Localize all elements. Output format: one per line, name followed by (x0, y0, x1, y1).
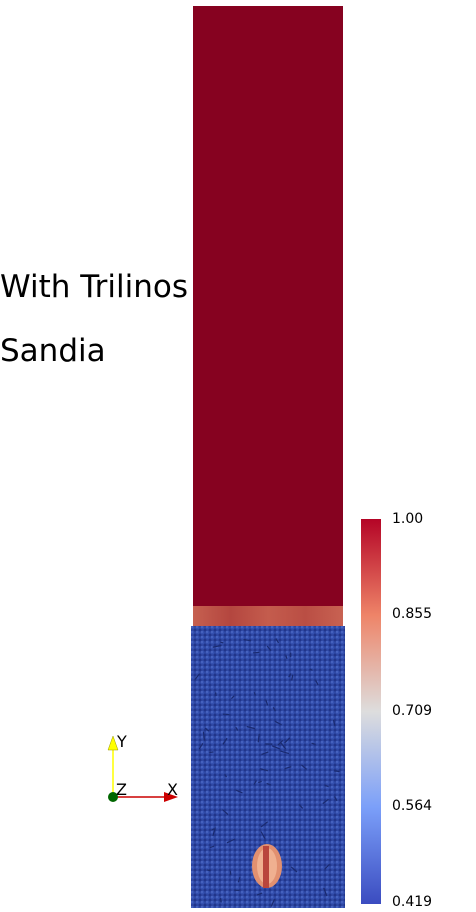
packing-defect (260, 831, 266, 840)
packing-defect (275, 638, 280, 644)
axis-x-label: X (167, 780, 178, 799)
packing-defect (246, 725, 256, 730)
packing-defect (290, 866, 298, 873)
axis-x-arrow (164, 792, 178, 802)
upper-block (193, 6, 343, 606)
axis-z-label: Z (116, 780, 127, 799)
packing-defect (334, 770, 340, 773)
packing-defect (261, 751, 269, 756)
packing-defect (291, 674, 294, 681)
colorbar-label-min: 0.419 (392, 894, 433, 910)
packing-defect (209, 751, 214, 754)
colorbar (361, 519, 381, 904)
packing-defect (253, 692, 256, 696)
packing-defect (224, 774, 228, 778)
packing-defect (230, 695, 235, 700)
orientation-axes: Y Z X (107, 732, 178, 802)
packing-defect (212, 644, 222, 648)
axis-y-arrow (107, 735, 119, 751)
packing-defect (220, 641, 224, 644)
packing-defect (253, 780, 257, 785)
bed-hole (252, 844, 282, 888)
packing-defect (288, 673, 292, 678)
packing-defect (332, 719, 336, 726)
packing-defect (333, 796, 338, 802)
packing-defect (258, 780, 262, 784)
colorbar-label-max: 1.00 (392, 511, 424, 527)
packing-defect (226, 838, 236, 844)
packing-defect (271, 745, 281, 750)
packing-defect (222, 713, 230, 716)
packing-defect (285, 655, 288, 659)
packing-defect (266, 782, 272, 786)
packing-defect (202, 731, 205, 741)
packing-defect (309, 668, 313, 671)
packing-defect (237, 876, 241, 883)
packing-defect (253, 651, 260, 654)
packing-defect (301, 764, 307, 770)
packing-defect (235, 789, 243, 794)
packing-defect (222, 809, 229, 815)
packing-defect (266, 645, 272, 651)
axis-z-marker (108, 792, 118, 802)
packing-defect (198, 742, 204, 750)
axis-y-label: Y (116, 732, 127, 751)
packing-defect (256, 892, 263, 896)
packing-defect (270, 899, 276, 907)
packing-defect (324, 863, 330, 870)
packing-defect (214, 692, 217, 697)
packing-defect (280, 750, 290, 755)
packing-defect (265, 699, 269, 706)
packing-defect (235, 726, 239, 731)
packing-defect (280, 742, 287, 750)
packing-defect (272, 707, 276, 712)
packing-defect (322, 798, 329, 805)
packing-defect (324, 784, 329, 788)
packing-defect (284, 766, 292, 770)
colorbar-label-mid: 0.709 (392, 703, 433, 719)
packing-defect (194, 673, 200, 680)
caption-with-trilinos: With Trilinos (0, 269, 188, 305)
packing-defect (277, 740, 284, 746)
caption-sandia: Sandia (0, 333, 106, 369)
interface-band (193, 606, 343, 626)
packing-defect (315, 679, 319, 686)
packing-defect (298, 804, 304, 809)
packing-defect (274, 720, 282, 726)
packing-defect (204, 727, 210, 732)
colorbar-label-2: 0.855 (392, 606, 433, 622)
colorbar-label-4: 0.564 (392, 798, 433, 814)
packing-defect (323, 887, 328, 897)
packing-defect (243, 638, 252, 642)
packing-defect (222, 737, 228, 745)
packing-defect (211, 828, 215, 831)
packing-defect (259, 768, 268, 772)
packing-defect (311, 742, 316, 745)
packing-defect (260, 821, 269, 828)
packing-defect (257, 733, 260, 743)
packing-defect (219, 898, 222, 903)
packing-defect (284, 737, 291, 744)
packing-defect (212, 827, 216, 837)
packing-defect (209, 845, 215, 849)
packing-defect (206, 869, 211, 872)
